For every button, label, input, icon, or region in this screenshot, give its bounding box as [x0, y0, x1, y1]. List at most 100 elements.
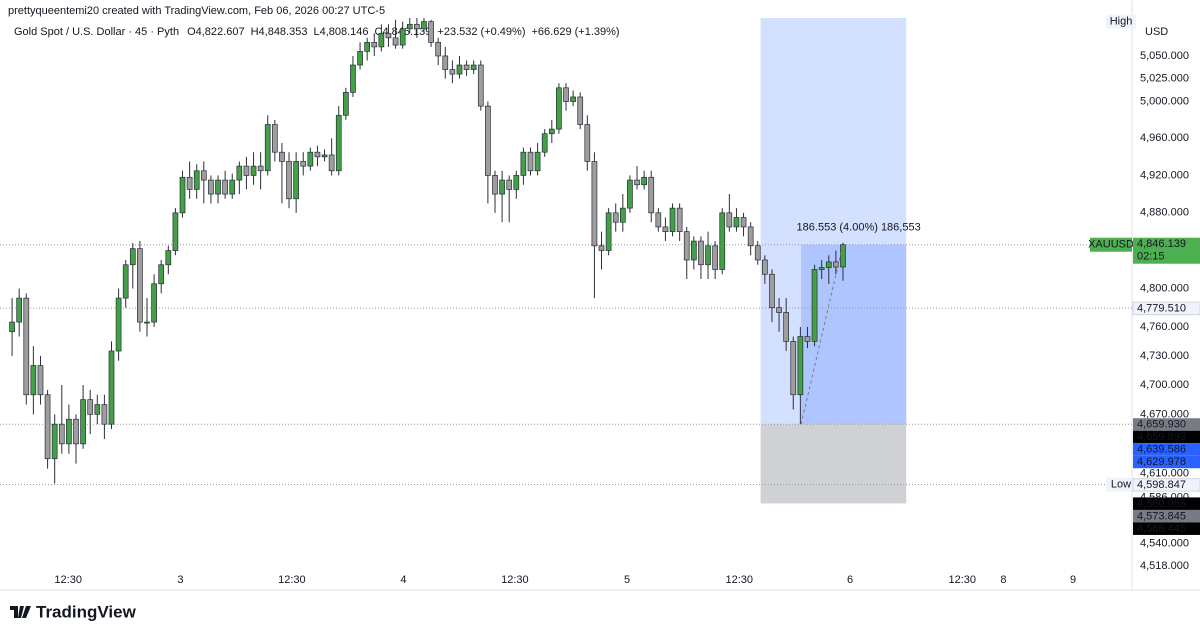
y-tick-label: 5,050.000 — [1140, 50, 1189, 62]
x-tick-label: 12:30 — [726, 574, 754, 586]
candle-body — [584, 124, 591, 162]
candle-body — [350, 64, 356, 93]
candle-body — [80, 399, 86, 445]
candle-body — [307, 151, 314, 167]
candle-body — [421, 21, 427, 30]
candle-body — [825, 261, 832, 268]
candle-body — [250, 165, 257, 176]
candle-body — [762, 259, 768, 275]
price-label: 4,580.065 — [1137, 498, 1186, 510]
candle-body — [648, 176, 655, 214]
symbol: Gold Spot / U.S. Dollar · 45 · Pyth — [14, 26, 179, 38]
candle-body — [37, 365, 44, 396]
extreme-label: High — [1110, 16, 1133, 28]
x-tick-label: 5 — [624, 574, 630, 586]
candle-body — [698, 240, 704, 266]
price-label-bg — [1133, 418, 1200, 431]
price-label: 4,779.510 — [1137, 303, 1186, 315]
candle-body — [683, 231, 690, 261]
x-tick-label: 12:30 — [501, 574, 529, 586]
y-tick-label: 4,518.000 — [1140, 560, 1189, 572]
price-label-bg — [1132, 301, 1200, 316]
candle-body — [563, 87, 569, 102]
candle-body — [335, 114, 342, 172]
candle-body — [655, 212, 662, 228]
legend-item: +23.532 (+0.49%) — [437, 26, 525, 38]
y-tick-label: 4,540.000 — [1140, 538, 1189, 550]
candle-body — [577, 96, 584, 125]
candle-body — [520, 151, 527, 176]
candle-body — [463, 64, 470, 70]
y-tick-label: 4,760.000 — [1140, 321, 1189, 333]
candle-body — [790, 341, 797, 396]
currency: USD — [1145, 26, 1168, 38]
candle-body — [23, 297, 30, 396]
x-tick-label: 4 — [400, 574, 406, 586]
candle-body — [144, 321, 150, 324]
y-tick-label: 4,730.000 — [1140, 350, 1189, 362]
candle-body — [343, 92, 349, 116]
y-tick-label: 4,920.000 — [1140, 169, 1189, 181]
candle-body — [627, 179, 633, 209]
candle-body — [179, 176, 186, 214]
price-label: 4,629.978 — [1137, 456, 1186, 468]
legend-item: O4,822.607 — [187, 26, 245, 38]
candle-body — [16, 297, 23, 323]
candle-body — [378, 32, 385, 48]
candle-body — [44, 394, 51, 460]
candle-body — [392, 37, 399, 46]
candle-body — [811, 269, 818, 342]
x-tick-label: 12:30 — [278, 574, 306, 586]
candle-body — [293, 161, 299, 200]
countdown: 02:15 — [1137, 251, 1165, 263]
candle-body — [94, 404, 101, 415]
candle-body — [754, 245, 761, 261]
extreme-label-bg — [1106, 477, 1136, 492]
price-label-bg — [1133, 455, 1200, 469]
candle-body — [541, 133, 548, 153]
candle-body — [399, 28, 406, 46]
candle-body — [740, 217, 747, 228]
candle-body — [215, 179, 221, 195]
candle-body — [513, 175, 520, 190]
candle-body — [406, 23, 413, 30]
logo: TradingView — [10, 602, 137, 621]
candle-body — [669, 207, 676, 232]
candle-body — [165, 250, 172, 266]
price-label: 4,846.139 — [1137, 238, 1186, 250]
candle-body — [257, 165, 264, 172]
candle-body — [442, 55, 449, 70]
candle-body — [364, 42, 371, 52]
candle-body — [570, 96, 576, 102]
candle-body — [840, 244, 846, 268]
price-label-bg — [1133, 509, 1200, 523]
candle-body — [264, 124, 271, 172]
candle-body — [66, 418, 72, 445]
candle-body — [385, 32, 392, 39]
candle-body — [634, 179, 640, 186]
candle-body — [108, 350, 115, 425]
candle-body — [804, 336, 811, 342]
candle-body — [435, 42, 442, 57]
candle-body — [236, 165, 243, 181]
candle-body — [456, 64, 463, 75]
candle-body — [485, 105, 491, 176]
candle-body — [279, 151, 285, 162]
candle-body — [271, 124, 278, 153]
y-tick-label: 4,610.000 — [1140, 467, 1189, 479]
candle-body — [726, 212, 733, 228]
y-tick-label: 4,960.000 — [1140, 132, 1189, 144]
candle-body — [499, 179, 505, 195]
candle-body — [371, 42, 378, 48]
price-label: 4,639.586 — [1137, 444, 1186, 456]
price-label: 4,568.445 — [1137, 523, 1186, 535]
candle-body — [591, 161, 598, 247]
candle-body — [321, 154, 328, 158]
candle-body — [286, 161, 292, 200]
candle-body — [151, 283, 157, 323]
header: prettyqueentemi20 created with TradingVi… — [8, 5, 385, 17]
candle-body — [548, 128, 555, 135]
candle-body — [200, 170, 207, 181]
candle-body — [619, 207, 626, 223]
price-label-bg — [1133, 522, 1200, 535]
